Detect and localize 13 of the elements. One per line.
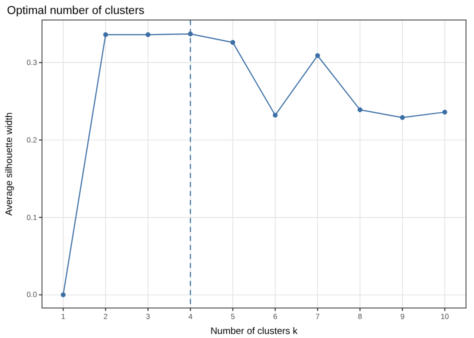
- point: [103, 32, 108, 38]
- x-axis-title: Number of clusters k: [210, 326, 298, 337]
- point: [315, 53, 320, 58]
- point: [60, 292, 66, 298]
- y-axis-title: Average silhouette width: [4, 112, 15, 216]
- point: [400, 115, 405, 120]
- point: [272, 112, 278, 118]
- point: [358, 107, 362, 112]
- point: [442, 110, 448, 115]
- chart-title: Optimal number of clusters: [7, 5, 145, 17]
- point: [146, 32, 150, 38]
- point: [230, 40, 236, 45]
- point: [188, 32, 193, 36]
